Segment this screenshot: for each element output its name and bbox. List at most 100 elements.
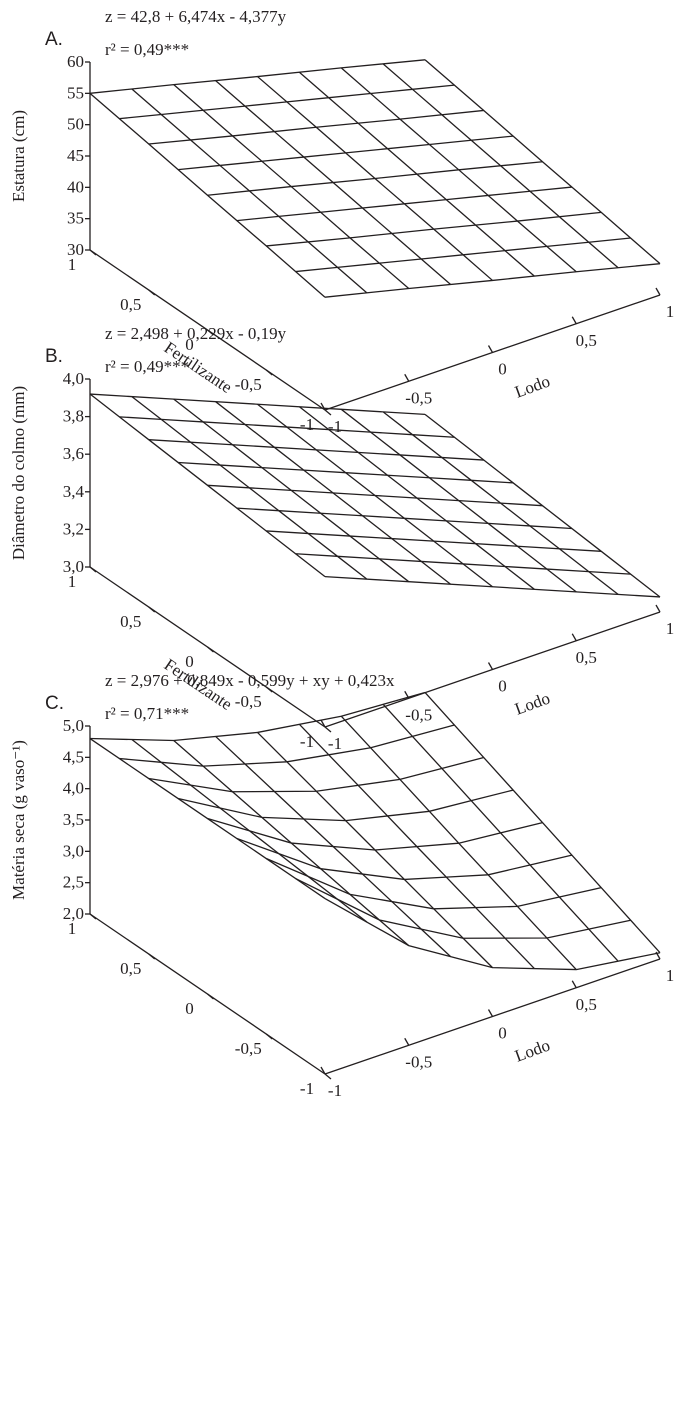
y-tick xyxy=(265,686,273,693)
x-tick xyxy=(404,373,410,382)
z-axis-label: Matéria seca (g vaso⁻¹) xyxy=(9,740,28,900)
mesh-line xyxy=(382,703,619,962)
x-tick xyxy=(487,345,494,353)
y-tick-label: 0,5 xyxy=(120,612,141,631)
z-tick-label: 4,0 xyxy=(63,369,84,388)
mesh-line xyxy=(257,76,493,281)
z-tick-label: 3,0 xyxy=(63,557,84,576)
r-squared: r² = 0,49*** xyxy=(105,357,189,376)
y-tick-label: 0 xyxy=(185,335,194,354)
x-tick xyxy=(655,287,661,296)
y-tick-label: 1 xyxy=(68,919,77,938)
mesh-line xyxy=(119,724,455,767)
mesh-line xyxy=(298,71,535,277)
equation: z = 2,498 + 0,229x - 0,19y xyxy=(105,324,287,343)
y-tick xyxy=(148,606,156,613)
y-tick xyxy=(148,289,156,296)
x-tick-label: -1 xyxy=(328,1081,342,1100)
z-tick-label: 45 xyxy=(67,146,84,165)
y-tick-label: -0,5 xyxy=(235,375,262,394)
x-tick xyxy=(320,1066,326,1075)
mesh-line xyxy=(89,393,426,416)
mesh-line xyxy=(148,109,484,145)
x-tick xyxy=(571,316,577,325)
y-tick xyxy=(324,726,332,733)
y-tick-label: 1 xyxy=(68,255,77,274)
mesh-line xyxy=(178,135,514,171)
mesh-line xyxy=(257,403,493,588)
x-tick xyxy=(571,633,577,642)
mesh-line xyxy=(382,411,619,595)
y-tick-label: 0 xyxy=(185,999,194,1018)
r-squared: r² = 0,71*** xyxy=(105,704,189,723)
y-tick-label: -1 xyxy=(300,1079,314,1098)
mesh-line xyxy=(340,715,577,971)
x-tick xyxy=(571,980,577,989)
mesh-line xyxy=(119,416,455,438)
z-tick-label: 5,0 xyxy=(63,716,84,735)
equation: z = 42,8 + 6,474x - 4,377y xyxy=(105,7,287,26)
x-tick xyxy=(655,604,661,613)
x-tick-label: 1 xyxy=(666,302,675,321)
mesh-line xyxy=(298,406,535,590)
x-tick xyxy=(404,1037,410,1046)
x-tick xyxy=(320,719,326,728)
z-tick-label: 50 xyxy=(67,115,84,134)
mesh-line xyxy=(119,84,455,120)
z-tick-label: 3,0 xyxy=(63,841,84,860)
z-axis-label: Estatura (cm) xyxy=(9,110,28,202)
equation: z = 2,976 + 0,849x - 0,599y + xy + 0,423… xyxy=(105,671,395,690)
z-tick-label: 3,4 xyxy=(63,482,85,501)
mesh-line xyxy=(148,756,484,793)
x-tick xyxy=(487,662,494,670)
z-tick-label: 3,8 xyxy=(63,407,84,426)
x-tick-label: -0,5 xyxy=(405,705,432,724)
y-tick xyxy=(207,646,214,653)
y-tick xyxy=(89,566,97,573)
mesh-line xyxy=(382,63,619,269)
y-tick xyxy=(324,409,332,416)
x-tick-label: 1 xyxy=(666,966,675,985)
z-tick-label: 30 xyxy=(67,240,84,259)
mesh-line xyxy=(424,413,661,598)
x-axis-label: Lodo xyxy=(512,372,552,402)
y-tick-label: -0,5 xyxy=(235,692,262,711)
mesh-line xyxy=(324,897,661,971)
y-tick xyxy=(207,993,214,1000)
mesh-line xyxy=(340,408,577,593)
mesh-line xyxy=(177,789,514,822)
x-tick-label: -0,5 xyxy=(405,1052,432,1071)
panel-label: B. xyxy=(45,346,63,367)
y-tick-label: -1 xyxy=(300,415,314,434)
y-tick-label: 0 xyxy=(185,652,194,671)
mesh-line xyxy=(257,731,493,969)
z-tick-label: 35 xyxy=(67,209,84,228)
mesh-line xyxy=(298,723,535,970)
mesh-line xyxy=(424,59,661,265)
x-tick-label: 1 xyxy=(666,619,675,638)
y-tick xyxy=(324,1073,332,1080)
x-tick-label: 0 xyxy=(498,360,507,379)
x-tick-label: 0,5 xyxy=(576,995,597,1014)
z-tick-label: 3,2 xyxy=(63,519,84,538)
x-axis-label: Lodo xyxy=(512,689,552,719)
x-tick-label: 0,5 xyxy=(576,331,597,350)
y-tick-label: -0,5 xyxy=(235,1039,262,1058)
x-axis-label: Lodo xyxy=(512,1036,552,1066)
y-tick xyxy=(265,369,273,376)
z-tick-label: 3,5 xyxy=(63,810,84,829)
panel-label: A. xyxy=(45,29,63,50)
x-tick-label: -0,5 xyxy=(405,388,432,407)
y-tick-label: 0,5 xyxy=(120,959,141,978)
z-tick-label: 3,6 xyxy=(63,444,84,463)
z-tick-label: 40 xyxy=(67,177,84,196)
y-tick xyxy=(89,913,97,920)
z-tick-label: 4,0 xyxy=(63,779,84,798)
mesh-line xyxy=(89,59,426,94)
mesh-line xyxy=(340,67,577,273)
mesh-line xyxy=(148,439,484,461)
y-tick xyxy=(89,249,97,256)
y-tick xyxy=(265,1033,273,1040)
z-tick-label: 2,0 xyxy=(63,904,84,923)
